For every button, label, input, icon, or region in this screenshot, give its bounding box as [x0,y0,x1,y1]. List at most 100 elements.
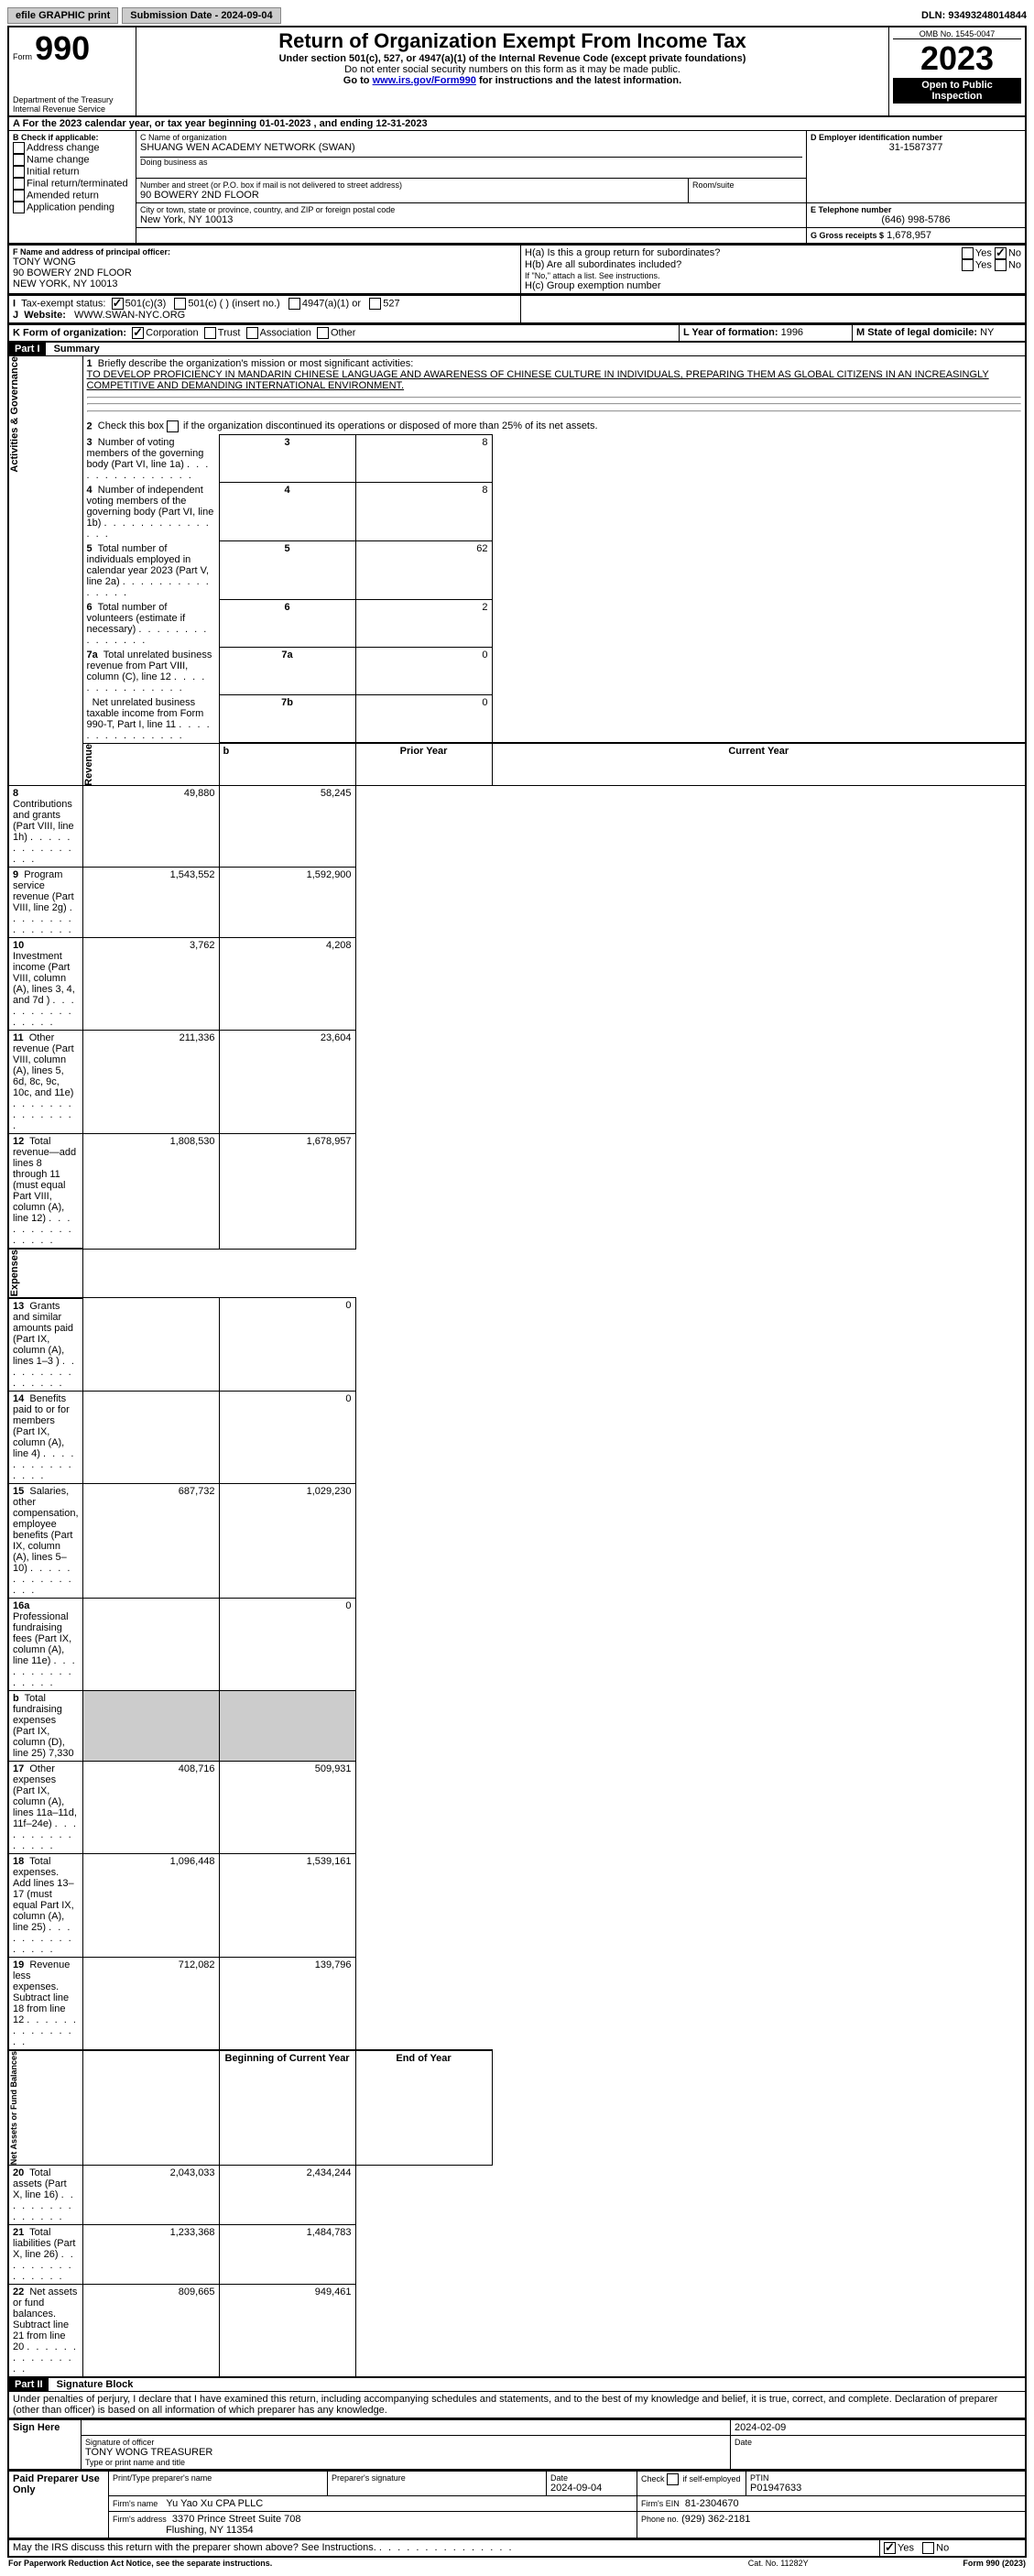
box-b-header: B Check if applicable: [13,133,132,142]
firm-phone-label: Phone no. [641,2515,679,2524]
checkbox-ha-no[interactable] [995,247,1007,259]
telephone-label: E Telephone number [811,205,1021,214]
prep-name-label: Print/Type preparer's name [113,2473,323,2483]
dept-treasury: Department of the Treasury [13,95,132,104]
checkbox-self-employed[interactable] [667,2473,679,2485]
checkbox-address-change[interactable] [13,142,25,154]
part1-header: Part I [9,343,46,355]
col-end-year: End of Year [355,2050,492,2166]
sign-here-label: Sign Here [8,2419,82,2470]
discuss-question: May the IRS discuss this return with the… [13,2542,376,2553]
goto-post: for instructions and the latest informat… [479,75,681,86]
paperwork-notice: For Paperwork Reduction Act Notice, see … [7,2558,698,2569]
dln-label: DLN: 93493248014844 [921,10,1027,21]
org-name: SHUANG WEN ACADEMY NETWORK (SWAN) [140,142,802,153]
checkbox-association[interactable] [246,327,258,339]
checkbox-application-pending[interactable] [13,202,25,213]
checkbox-amended-return[interactable] [13,190,25,202]
checkbox-other-org[interactable] [317,327,329,339]
line-a-tax-year: A For the 2023 calendar year, or tax yea… [7,117,1027,130]
firm-addr2: Flushing, NY 11354 [166,2525,254,2536]
checkbox-527[interactable] [369,298,381,310]
prep-sig-label: Preparer's signature [332,2473,542,2483]
sig-officer-label: Signature of officer [85,2438,726,2447]
officer-name-title: TONY WONG TREASURER [85,2447,726,2458]
h-b-label: H(b) Are all subordinates included? [525,259,681,271]
checkbox-hb-yes[interactable] [962,259,974,271]
signature-date: 2024-02-09 [731,2419,1027,2435]
form-footer: Form 990 (2023) [859,2558,1027,2569]
firm-ein: 81-2304670 [685,2498,739,2509]
officer-name: TONY WONG [13,257,517,267]
form-subtitle-1: Under section 501(c), 527, or 4947(a)(1)… [140,53,885,64]
ein-value: 31-1587377 [811,142,1021,153]
form-of-org-label: K Form of organization: [13,327,126,338]
top-bar: efile GRAPHIC print Submission Date - 20… [7,7,1027,24]
perjury-declaration: Under penalties of perjury, I declare th… [7,2391,1027,2419]
dba-label: Doing business as [140,158,802,167]
checkbox-4947a1[interactable] [288,298,300,310]
side-label-revenue: Revenue [83,744,94,786]
firm-name: Yu Yao Xu CPA PLLC [166,2498,263,2509]
firm-name-label: Firm's name [113,2499,158,2508]
checkbox-trust[interactable] [204,327,216,339]
officer-addr2: NEW YORK, NY 10013 [13,278,517,289]
h-c-label: H(c) Group exemption number [525,280,1021,291]
efile-print-button[interactable]: efile GRAPHIC print [7,7,118,24]
catalog-number: Cat. No. 11282Y [698,2558,859,2569]
firm-addr1: 3370 Prince Street Suite 708 [172,2514,301,2525]
room-suite-label: Room/suite [692,180,802,190]
part1-title: Summary [49,344,100,355]
tax-exempt-label: Tax-exempt status: [21,298,105,309]
year-formation-value: 1996 [781,327,803,338]
part2-header: Part II [9,2378,49,2391]
h-a-label: H(a) Is this a group return for subordin… [525,247,720,259]
checkbox-final-return[interactable] [13,178,25,190]
part2-title: Signature Block [51,2379,134,2390]
form-subtitle-2: Do not enter social security numbers on … [140,64,885,75]
form-title: Return of Organization Exempt From Incom… [140,29,885,53]
form-header: Form 990 Department of the Treasury Inte… [7,26,1027,117]
paid-preparer-label: Paid Preparer Use Only [8,2471,109,2538]
prep-date-label: Date [550,2473,633,2483]
tax-year: 2023 [893,39,1021,78]
website-label: Website: [24,310,66,321]
col-prior-year: Prior Year [355,743,492,786]
firm-addr-label: Firm's address [113,2515,167,2524]
street-label: Number and street (or P.O. box if mail i… [140,180,684,190]
checkbox-corporation[interactable] [132,327,144,339]
date-label: Date [735,2438,1021,2447]
checkbox-initial-return[interactable] [13,166,25,178]
checkbox-name-change[interactable] [13,154,25,166]
checkbox-ha-yes[interactable] [962,247,974,259]
prep-date: 2024-09-04 [550,2483,602,2494]
line2-text: Check this box if the organization disco… [98,420,598,431]
omb-number: OMB No. 1545-0047 [893,29,1021,39]
col-beginning-year: Beginning of Current Year [219,2050,355,2166]
mission-text: TO DEVELOP PROFICIENCY IN MANDARIN CHINE… [87,369,989,391]
goto-pre: Go to [343,75,373,86]
firm-phone: (929) 362-2181 [681,2514,750,2525]
form-number: 990 [35,29,90,67]
checkbox-501c3[interactable] [112,298,124,310]
website-value: WWW.SWAN-NYC.ORG [74,310,185,321]
checkbox-501c-other[interactable] [174,298,186,310]
city-label: City or town, state or province, country… [140,205,802,214]
col-current-year: Current Year [492,743,1026,786]
street-value: 90 BOWERY 2ND FLOOR [140,190,684,201]
checkbox-hb-no[interactable] [995,259,1007,271]
checkbox-discuss-no[interactable] [922,2542,934,2554]
ptin-label: PTIN [750,2473,1021,2483]
checkbox-discuss-yes[interactable] [884,2542,896,2554]
ptin-value: P01947633 [750,2483,801,2494]
submission-date-label: Submission Date - 2024-09-04 [122,7,280,24]
org-name-label: C Name of organization [140,133,802,142]
checkbox-discontinued[interactable] [167,420,179,432]
telephone-value: (646) 998-5786 [811,214,1021,225]
type-print-label: Type or print name and title [85,2458,726,2467]
year-formation-label: L Year of formation: [683,327,778,338]
state-domicile-label: M State of legal domicile: [856,327,977,338]
side-label-netassets: Net Assets or Fund Balances [9,2051,18,2165]
dept-irs: Internal Revenue Service [13,104,132,114]
irs-form990-link[interactable]: www.irs.gov/Form990 [373,75,476,86]
